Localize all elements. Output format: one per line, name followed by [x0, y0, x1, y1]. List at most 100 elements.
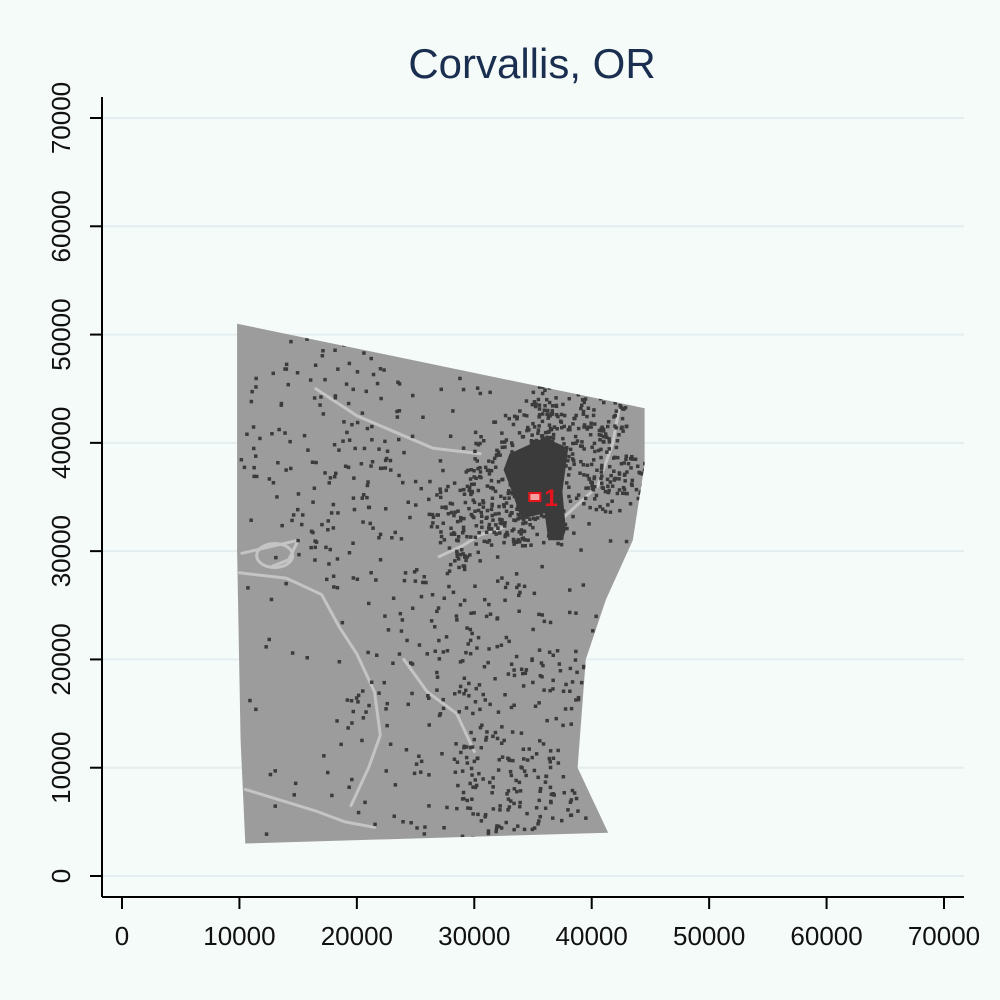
developed-pixel: [384, 507, 388, 511]
developed-pixel: [598, 504, 602, 509]
developed-pixel: [486, 660, 490, 665]
developed-pixel: [453, 692, 457, 696]
developed-pixel: [531, 390, 536, 395]
developed-pixel: [511, 758, 515, 763]
developed-pixel: [596, 448, 601, 453]
developed-pixel: [534, 752, 539, 756]
developed-pixel: [332, 585, 336, 589]
developed-pixel: [531, 627, 535, 632]
developed-pixel: [558, 363, 562, 368]
pond-1: [255, 541, 295, 569]
developed-pixel: [605, 792, 609, 796]
developed-pixel: [455, 549, 459, 554]
developed-pixel: [429, 619, 434, 623]
developed-pixel: [470, 631, 474, 636]
developed-pixel: [414, 503, 418, 507]
developed-pixel: [548, 426, 553, 431]
developed-pixel: [600, 425, 604, 429]
developed-pixel: [242, 465, 247, 470]
developed-pixel: [612, 469, 616, 473]
developed-pixel: [580, 403, 584, 408]
developed-pixel: [406, 702, 410, 707]
developed-pixel: [497, 758, 501, 762]
developed-pixel: [592, 408, 596, 412]
developed-pixel: [313, 363, 318, 367]
developed-pixel: [473, 535, 478, 540]
developed-pixel: [485, 484, 490, 488]
developed-pixel: [557, 662, 562, 666]
developed-pixel: [386, 628, 391, 632]
developed-pixel: [589, 379, 593, 384]
developed-pixel: [627, 554, 631, 558]
developed-pixel: [643, 468, 645, 472]
developed-pixel: [406, 500, 410, 504]
developed-pixel: [480, 723, 484, 727]
developed-pixel: [566, 808, 570, 812]
developed-pixel: [321, 349, 325, 353]
developed-pixel: [460, 797, 465, 801]
developed-pixel: [481, 505, 486, 509]
developed-pixel: [586, 406, 591, 410]
developed-pixel: [531, 680, 535, 685]
developed-pixel: [503, 440, 507, 444]
developed-pixel: [514, 572, 519, 576]
developed-pixel: [491, 518, 495, 522]
developed-pixel: [524, 773, 528, 778]
developed-pixel: [360, 738, 364, 743]
developed-pixel: [378, 367, 383, 371]
developed-pixel: [469, 535, 473, 539]
developed-pixel: [512, 801, 516, 806]
developed-pixel: [554, 396, 558, 400]
developed-pixel: [500, 741, 504, 745]
developed-pixel: [621, 371, 625, 375]
developed-pixel: [471, 812, 475, 816]
developed-pixel: [570, 452, 575, 456]
developed-pixel: [313, 558, 317, 562]
developed-pixel: [568, 381, 572, 385]
developed-pixel: [484, 614, 489, 619]
developed-pixel: [588, 697, 592, 702]
developed-pixel: [502, 504, 506, 509]
developed-pixel: [602, 392, 607, 396]
developed-pixel: [421, 340, 425, 344]
developed-pixel: [548, 760, 552, 764]
developed-pixel: [548, 435, 553, 440]
developed-pixel: [507, 839, 511, 844]
developed-pixel: [510, 450, 514, 454]
developed-pixel: [379, 396, 383, 401]
developed-pixel: [524, 844, 528, 848]
developed-pixel: [565, 481, 569, 485]
developed-pixel: [606, 503, 610, 507]
developed-pixel: [498, 808, 502, 812]
developed-pixel: [640, 472, 645, 476]
developed-pixel: [542, 408, 547, 412]
developed-pixel: [504, 820, 508, 825]
developed-pixel: [602, 400, 606, 405]
developed-pixel: [441, 650, 446, 654]
developed-pixel: [254, 707, 258, 712]
developed-pixel: [473, 509, 477, 513]
developed-pixel: [417, 754, 421, 758]
developed-pixel: [491, 734, 495, 739]
developed-pixel: [617, 433, 621, 437]
developed-pixel: [547, 386, 552, 390]
developed-pixel: [478, 466, 482, 470]
developed-pixel: [506, 808, 510, 812]
developed-pixel: [537, 701, 541, 705]
developed-pixel: [306, 448, 310, 452]
developed-pixel: [588, 702, 592, 706]
developed-pixel: [365, 483, 370, 488]
developed-pixel: [551, 687, 555, 691]
developed-pixel: [435, 493, 439, 497]
developed-pixel: [564, 682, 568, 687]
developed-pixel: [621, 352, 625, 357]
developed-pixel: [560, 425, 564, 430]
developed-pixel: [568, 447, 573, 452]
developed-pixel: [546, 430, 550, 434]
developed-pixel: [488, 612, 493, 616]
y-tick-label: 30000: [46, 515, 76, 587]
developed-pixel: [275, 495, 279, 499]
developed-pixel: [490, 791, 494, 795]
developed-pixel: [484, 530, 489, 534]
developed-pixel: [435, 609, 439, 614]
